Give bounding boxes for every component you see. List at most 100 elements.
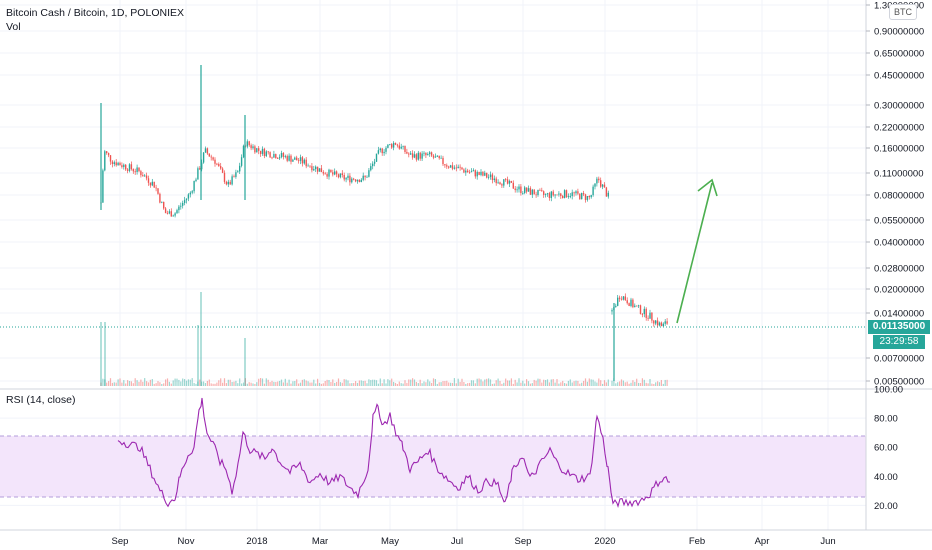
candle-body xyxy=(539,189,541,191)
volume-bar xyxy=(545,380,547,386)
volume-bar xyxy=(339,382,341,386)
volume-bar xyxy=(218,380,220,386)
volume-bar xyxy=(149,379,151,386)
chart-title: Bitcoin Cash / Bitcoin, 1D, POLONIEX xyxy=(6,7,184,19)
volume-bar xyxy=(459,381,461,386)
candle-body xyxy=(377,150,380,154)
candle-body xyxy=(505,179,507,181)
candle-body xyxy=(394,142,397,145)
volume-bar xyxy=(567,380,569,386)
volume-bar xyxy=(372,379,374,386)
volume-bar xyxy=(318,382,321,386)
volume-bar xyxy=(423,381,425,386)
volume-bar xyxy=(453,378,455,386)
candle-body xyxy=(345,177,347,180)
candle-body xyxy=(639,305,642,314)
volume-bar xyxy=(180,381,182,386)
volume-bar xyxy=(432,378,435,386)
volume-bar xyxy=(636,378,638,386)
candle-body xyxy=(421,153,423,159)
volume-bar xyxy=(607,379,609,386)
candle-body xyxy=(187,194,190,199)
candle-body xyxy=(415,154,418,160)
candle-body xyxy=(605,187,608,197)
volume-bar xyxy=(210,383,212,386)
candle-body xyxy=(449,165,452,168)
volume-bar xyxy=(200,292,202,386)
candle-body xyxy=(649,312,651,319)
price-tick-label: 0.00700000 xyxy=(874,354,924,365)
volume-bar xyxy=(641,378,643,386)
volume-bar xyxy=(444,381,446,386)
volume-bar xyxy=(472,380,474,386)
volume-bar xyxy=(611,380,613,386)
volume-bar xyxy=(664,379,666,386)
volume-bar xyxy=(600,380,602,386)
volume-bar xyxy=(565,383,568,386)
candle-body xyxy=(269,152,271,158)
candle-body xyxy=(413,154,416,158)
candle-body xyxy=(358,179,361,183)
candle-body xyxy=(527,188,530,192)
candle-body xyxy=(208,153,210,157)
time-tick-label: 2018 xyxy=(246,536,267,547)
volume-bar xyxy=(313,379,315,386)
volume-bar xyxy=(301,379,303,386)
candle-body xyxy=(406,151,408,154)
candle-body xyxy=(404,145,406,152)
candle-body xyxy=(199,168,201,170)
candle-body xyxy=(142,175,144,177)
currency-badge[interactable]: BTC xyxy=(889,4,917,20)
volume-bar xyxy=(311,382,313,386)
candle-body xyxy=(451,165,454,169)
candle-body xyxy=(508,180,511,184)
volume-bar xyxy=(375,380,378,386)
candle-body xyxy=(297,160,300,162)
candle-body xyxy=(637,305,640,307)
volume-bar xyxy=(489,379,492,386)
volume-bar xyxy=(379,378,381,386)
volume-bar xyxy=(189,379,191,386)
candle-body xyxy=(510,180,513,183)
volume-bar xyxy=(161,383,163,386)
candle-body xyxy=(522,193,524,194)
candle-body xyxy=(197,168,199,180)
time-tick-label: Feb xyxy=(689,536,705,547)
candle-body xyxy=(168,211,171,214)
volume-bar xyxy=(227,379,229,386)
volume-bar xyxy=(562,380,564,386)
rsi-tick-label: 20.00 xyxy=(874,501,898,512)
volume-bar xyxy=(191,378,193,386)
volume-bar xyxy=(127,380,129,386)
volume-bar xyxy=(280,379,283,386)
candle-body xyxy=(144,175,146,177)
volume-bar xyxy=(130,381,132,386)
price-tick-label: 0.22000000 xyxy=(874,123,924,134)
volume-bar xyxy=(246,383,248,386)
bar-countdown: 23:29:58 xyxy=(873,335,925,349)
volume-bar xyxy=(632,380,634,386)
volume-bar xyxy=(229,379,231,386)
candle-body xyxy=(624,296,626,301)
candle-body xyxy=(520,186,522,194)
volume-bar xyxy=(358,380,360,386)
volume-bar xyxy=(552,379,554,386)
volume-bar xyxy=(620,379,623,386)
candle-body xyxy=(258,148,260,151)
candle-body xyxy=(180,205,182,207)
volume-bar xyxy=(560,382,562,386)
candle-body xyxy=(554,194,556,196)
candle-body xyxy=(402,145,404,147)
candle-body xyxy=(548,193,551,198)
price-tick-label: 0.65000000 xyxy=(874,49,924,60)
candle-body xyxy=(229,181,231,185)
candle-body xyxy=(493,178,495,180)
volume-bar xyxy=(203,381,205,386)
volume-bar xyxy=(296,379,298,386)
volume-bar xyxy=(465,383,467,386)
volume-bar xyxy=(639,382,642,386)
candle-body xyxy=(381,148,383,154)
candle-body xyxy=(535,194,537,196)
candle-body xyxy=(533,189,535,195)
